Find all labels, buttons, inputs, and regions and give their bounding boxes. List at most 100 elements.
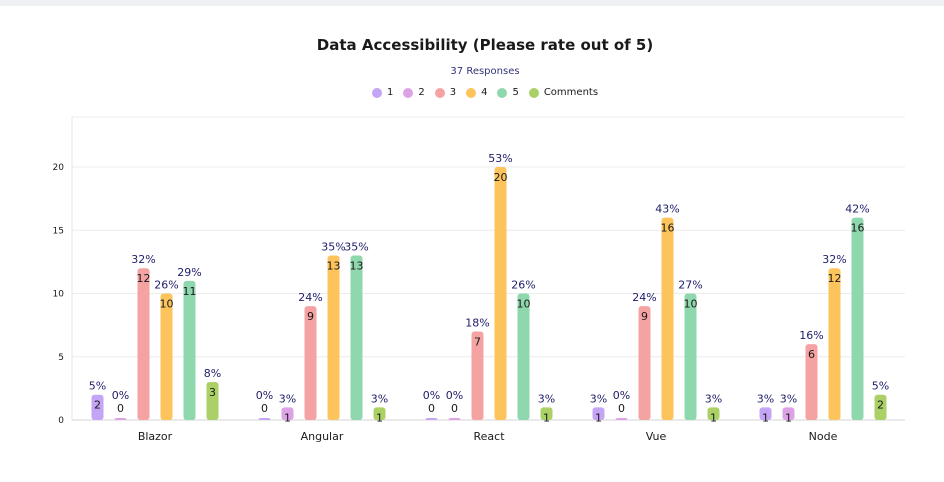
legend-swatch bbox=[466, 87, 477, 98]
bar bbox=[425, 418, 438, 420]
bar bbox=[517, 293, 530, 420]
top-strip bbox=[0, 0, 944, 6]
bar-value-label: 10 bbox=[517, 298, 531, 311]
bar-percent-label: 3% bbox=[371, 392, 388, 405]
bar-percent-label: 27% bbox=[678, 279, 702, 292]
legend-label: 2 bbox=[418, 87, 425, 98]
bar bbox=[373, 407, 386, 420]
bar-value-label: 7 bbox=[474, 335, 481, 348]
bar-value-label: 0 bbox=[428, 402, 435, 415]
legend-swatch bbox=[434, 87, 445, 98]
bar-percent-label: 3% bbox=[705, 392, 722, 405]
bar-value-label: 12 bbox=[137, 272, 151, 285]
bar-value-label: 0 bbox=[451, 402, 458, 415]
bar bbox=[304, 306, 317, 420]
bar bbox=[759, 407, 772, 420]
bar bbox=[494, 167, 507, 420]
bar bbox=[615, 418, 628, 420]
bar-value-label: 10 bbox=[160, 298, 174, 311]
bar bbox=[471, 331, 484, 420]
legend-label: Comments bbox=[543, 87, 599, 98]
bar-value-label: 3 bbox=[209, 386, 216, 399]
bar bbox=[805, 344, 818, 420]
bar-percent-label: 3% bbox=[757, 392, 774, 405]
bar-value-label: 1 bbox=[284, 411, 291, 424]
bar bbox=[137, 268, 150, 420]
x-tick-label: Node bbox=[809, 430, 838, 443]
bar-percent-label: 53% bbox=[488, 152, 512, 165]
bar-percent-label: 35% bbox=[344, 241, 368, 254]
bar-percent-label: 0% bbox=[112, 389, 129, 402]
bar-value-label: 1 bbox=[595, 411, 602, 424]
bar bbox=[828, 268, 841, 420]
legend-item-5[interactable]: Comments bbox=[528, 87, 599, 98]
bar-value-label: 1 bbox=[376, 411, 383, 424]
y-tick-label: 15 bbox=[53, 226, 64, 236]
bar-value-label: 1 bbox=[543, 411, 550, 424]
bar-value-label: 20 bbox=[494, 171, 508, 184]
bar-percent-label: 26% bbox=[511, 279, 535, 292]
y-tick-label: 20 bbox=[53, 163, 65, 173]
bar-percent-label: 24% bbox=[298, 291, 322, 304]
legend-swatch bbox=[497, 87, 508, 98]
legend-swatch bbox=[371, 87, 382, 98]
bar bbox=[258, 418, 271, 420]
bar bbox=[684, 293, 697, 420]
legend-swatch bbox=[528, 87, 539, 98]
bar-value-label: 13 bbox=[327, 260, 341, 273]
bar-percent-label: 3% bbox=[279, 392, 296, 405]
bar bbox=[661, 217, 674, 420]
legend-label: 1 bbox=[386, 87, 394, 98]
bar-percent-label: 42% bbox=[845, 203, 869, 216]
legend-label: 3 bbox=[449, 87, 457, 98]
bar bbox=[851, 217, 864, 420]
bar-value-label: 9 bbox=[641, 310, 648, 323]
bar bbox=[782, 407, 795, 420]
bar bbox=[281, 407, 294, 420]
bar-value-label: 16 bbox=[661, 222, 675, 235]
legend-item-3[interactable]: 4 bbox=[466, 87, 487, 98]
bar-percent-label: 5% bbox=[89, 380, 106, 393]
bar bbox=[350, 255, 363, 420]
bar-value-label: 0 bbox=[117, 402, 124, 415]
bar-percent-label: 3% bbox=[590, 392, 607, 405]
legend-item-0[interactable]: 1 bbox=[371, 87, 394, 98]
legend-swatch bbox=[403, 87, 414, 98]
bar-percent-label: 5% bbox=[872, 380, 889, 393]
bar-percent-label: 3% bbox=[780, 392, 797, 405]
legend-label: 5 bbox=[512, 87, 519, 98]
y-tick-label: 0 bbox=[58, 416, 64, 426]
bar-percent-label: 0% bbox=[256, 389, 273, 402]
legend-label: 4 bbox=[481, 87, 488, 98]
y-tick-label: 5 bbox=[58, 353, 64, 363]
bar-percent-label: 18% bbox=[465, 316, 489, 329]
bar bbox=[91, 394, 104, 420]
bar-percent-label: 16% bbox=[799, 329, 823, 342]
bar-percent-label: 26% bbox=[154, 279, 178, 292]
y-tick-label: 10 bbox=[53, 290, 65, 300]
legend-item-2[interactable]: 3 bbox=[434, 87, 457, 98]
bar-value-label: 13 bbox=[350, 260, 364, 273]
bar-value-label: 0 bbox=[618, 402, 625, 415]
bar bbox=[183, 280, 196, 420]
bar-percent-label: 32% bbox=[822, 253, 846, 266]
bar bbox=[327, 255, 340, 420]
chart-subtitle: 37 Responses bbox=[450, 66, 520, 77]
legend-item-4[interactable]: 5 bbox=[497, 87, 519, 98]
bar-value-label: 2 bbox=[877, 399, 884, 412]
bar-value-label: 1 bbox=[710, 411, 717, 424]
x-tick-label: Angular bbox=[301, 430, 344, 443]
x-tick-label: Vue bbox=[646, 430, 667, 443]
bar-percent-label: 32% bbox=[131, 253, 155, 266]
bar-percent-label: 0% bbox=[613, 389, 630, 402]
bar-percent-label: 0% bbox=[423, 389, 440, 402]
x-tick-label: Blazor bbox=[138, 430, 173, 443]
bar-percent-label: 29% bbox=[177, 266, 201, 279]
bar-value-label: 12 bbox=[828, 272, 842, 285]
bar-value-label: 2 bbox=[94, 399, 101, 412]
bar-percent-label: 43% bbox=[655, 203, 679, 216]
bar-value-label: 10 bbox=[684, 298, 698, 311]
bar bbox=[448, 418, 461, 420]
legend-item-1[interactable]: 2 bbox=[403, 87, 425, 98]
